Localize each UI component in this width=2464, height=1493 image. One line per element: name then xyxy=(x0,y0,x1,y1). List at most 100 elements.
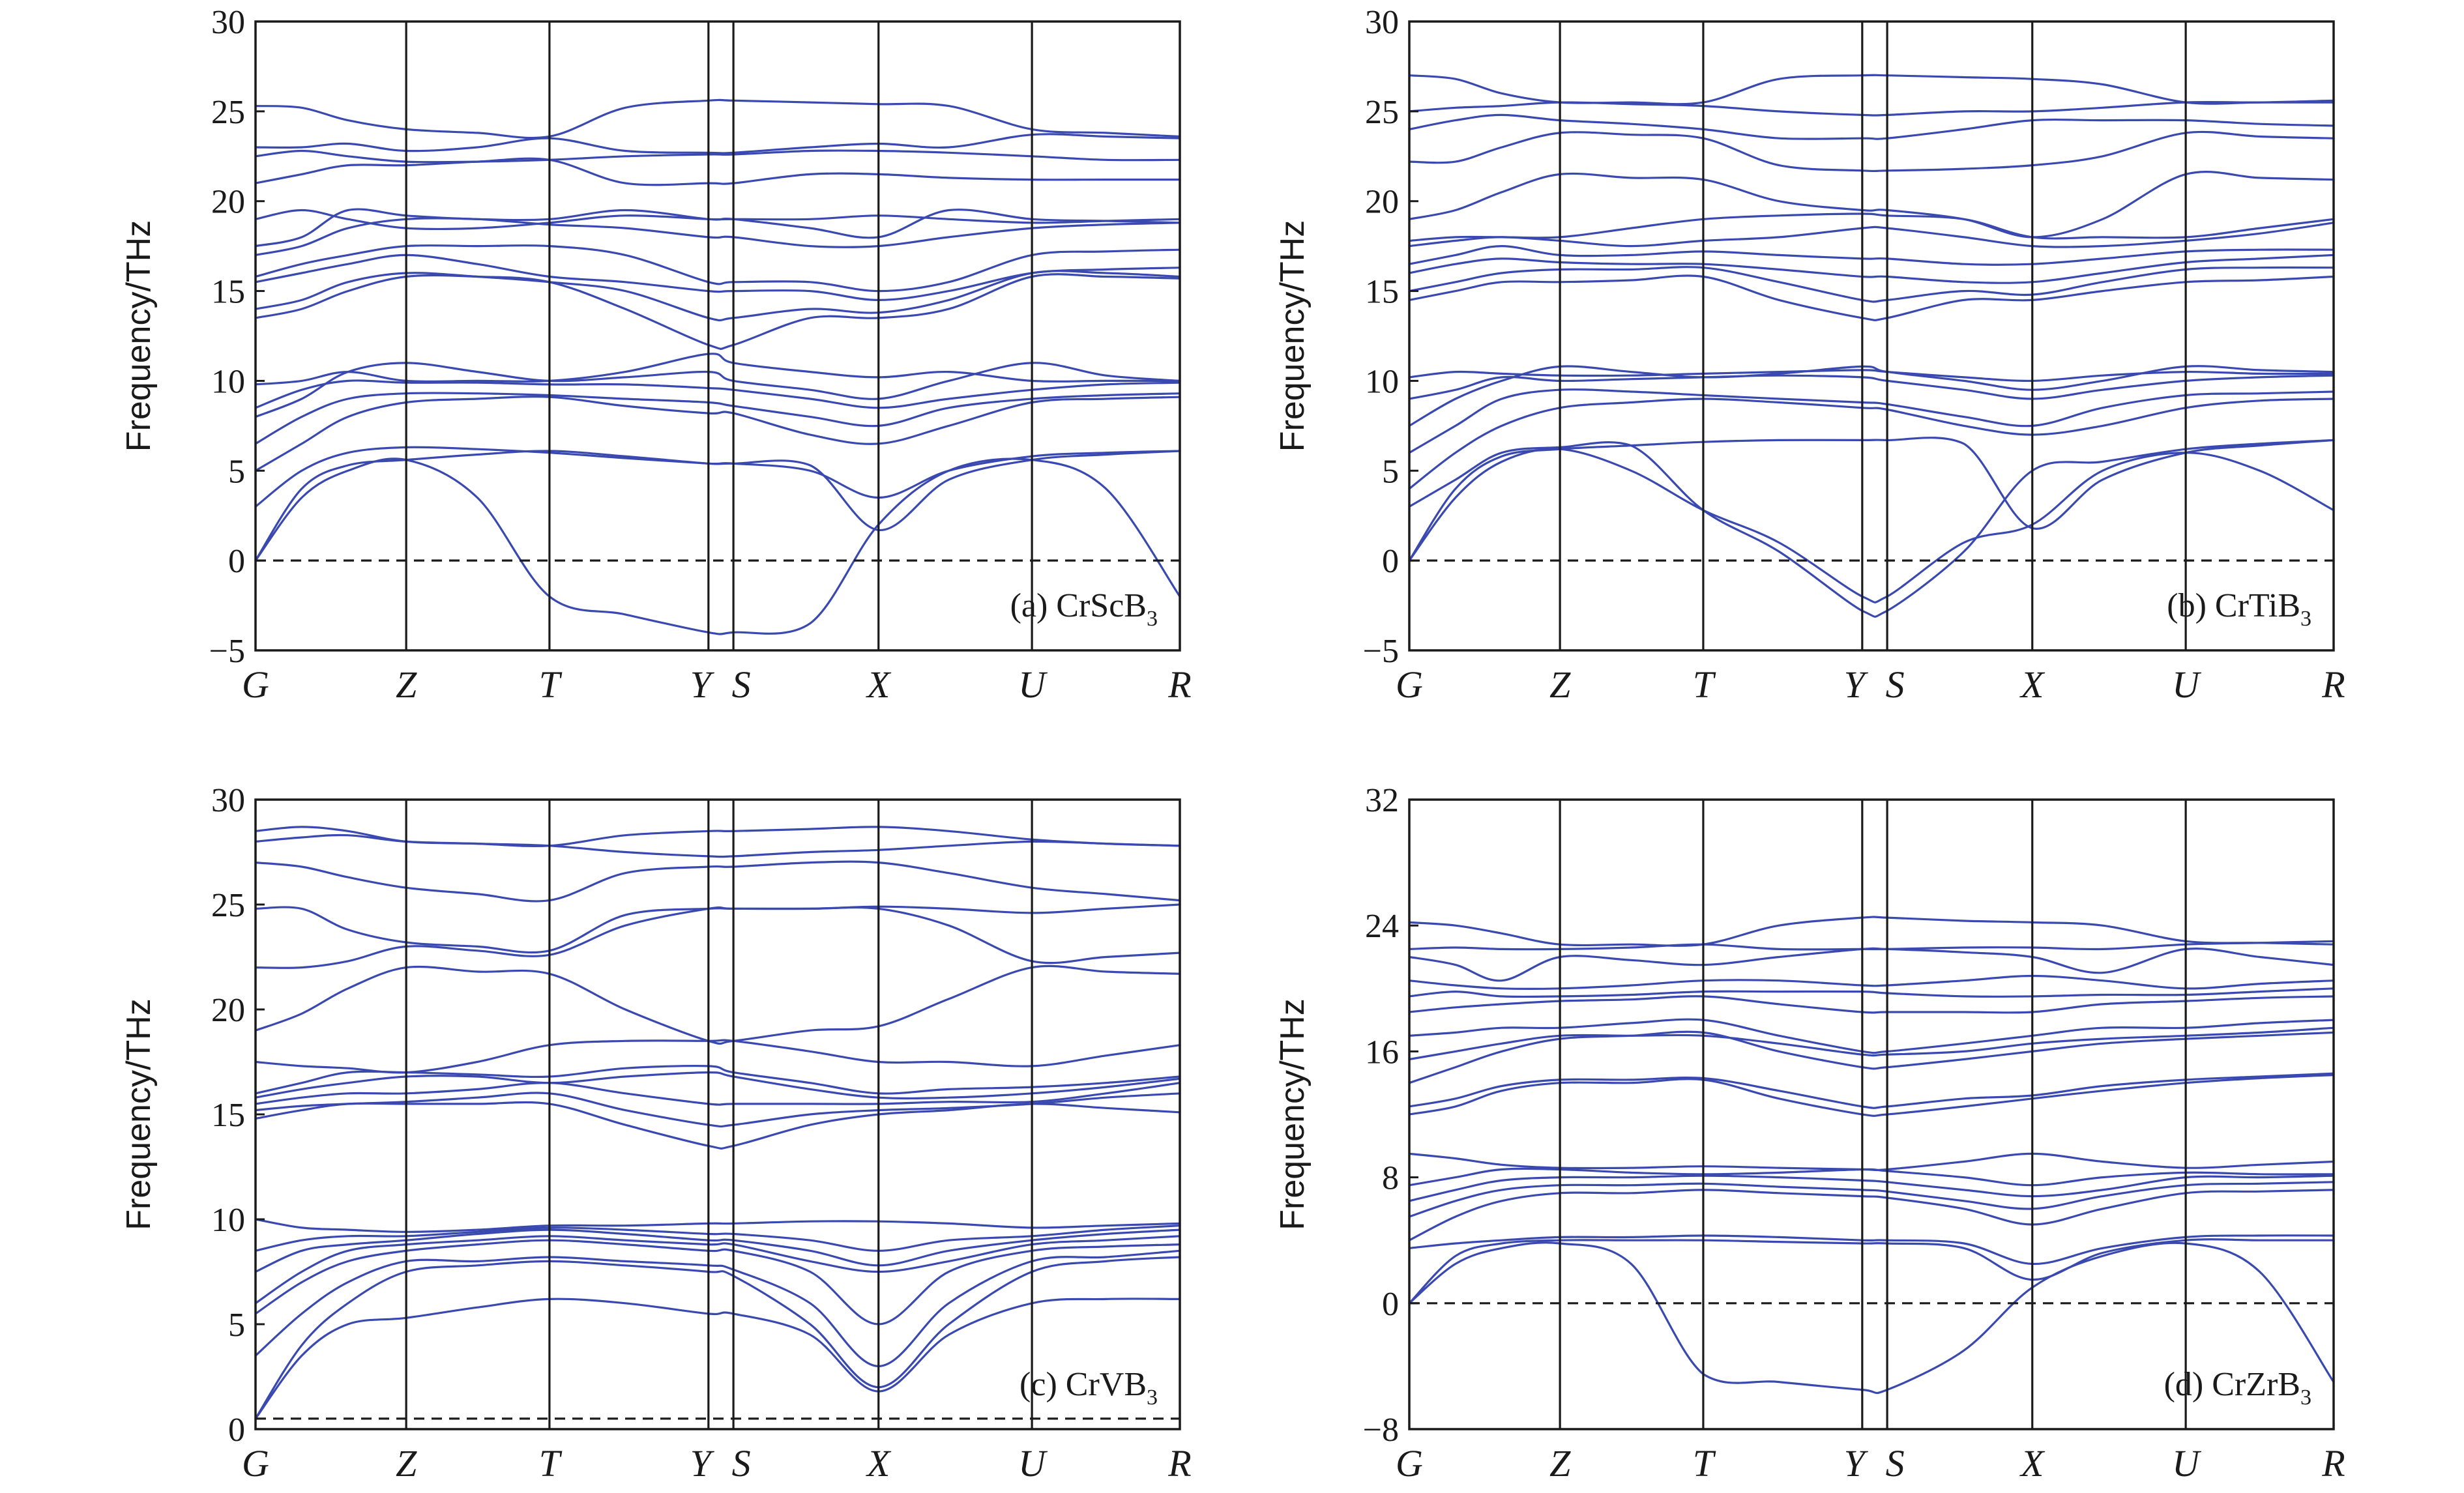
kpoint-label-G: G xyxy=(242,1442,269,1485)
y-tick-label: 5 xyxy=(1382,453,1399,490)
band-4 xyxy=(254,1239,1181,1326)
kpoint-label-Y: Y xyxy=(690,663,715,706)
band-11 xyxy=(1408,254,2335,284)
panel-label-subscript: 3 xyxy=(1147,607,1158,631)
panel-1: −5 0 5 10 15 20 25 30 G Z T Y S X U R Frequency/THz (a) C… xyxy=(120,4,1192,706)
band-10 xyxy=(254,1092,1181,1128)
y-axis-label: Frequency/THz xyxy=(1274,220,1312,452)
kpoint-label-T: T xyxy=(1693,663,1716,706)
y-tick-label: 15 xyxy=(211,274,245,311)
band-4 xyxy=(1408,1189,2335,1241)
y-tick-label: 30 xyxy=(211,782,245,819)
band-12 xyxy=(254,244,1181,293)
kpoint-label-U: U xyxy=(1018,1442,1048,1485)
plot-frame xyxy=(1408,20,2335,652)
kpoint-label-X: X xyxy=(2019,663,2046,706)
kpoint-label-R: R xyxy=(2321,1442,2345,1485)
kpoint-label-G: G xyxy=(1396,663,1423,706)
kpoint-label-U: U xyxy=(2172,663,2202,706)
plot-frame xyxy=(254,20,1181,652)
y-tick-label: 5 xyxy=(228,453,245,490)
kpoint-label-U: U xyxy=(2172,1442,2202,1485)
band-18 xyxy=(254,133,1181,154)
panel-4: −8 0 8 16 24 32 G Z T Y S X U R Frequency/THz (d) CrZrB… xyxy=(1274,782,2345,1485)
band-15 xyxy=(1408,987,2335,998)
y-tick-label: 0 xyxy=(228,543,245,580)
band-6 xyxy=(1408,1174,2335,1202)
band-2 xyxy=(1408,437,2335,562)
kpoint-label-Y: Y xyxy=(1844,1442,1869,1485)
y-tick-label: 20 xyxy=(211,184,245,221)
kpoint-label-Y: Y xyxy=(1844,663,1869,706)
band-7 xyxy=(1408,374,2335,400)
band-19 xyxy=(1408,916,2335,947)
y-tick-label: −8 xyxy=(1363,1412,1399,1449)
y-axis-label: Frequency/THz xyxy=(1274,998,1312,1230)
band-15 xyxy=(254,209,1181,231)
y-axis-label: Frequency/THz xyxy=(120,220,158,452)
band-lines xyxy=(254,98,1181,635)
kpoint-label-Y: Y xyxy=(690,1442,715,1485)
kpoint-label-Z: Z xyxy=(1549,663,1571,706)
panel-label-subscript: 3 xyxy=(2300,1385,2311,1410)
band-14 xyxy=(1408,212,2335,242)
y-tick-label: 20 xyxy=(1365,184,1399,221)
kpoint-label-U: U xyxy=(1018,663,1048,706)
y-tick-label: 0 xyxy=(1382,1286,1399,1323)
band-8 xyxy=(254,1218,1181,1233)
panel-label: (d) CrZrB3 xyxy=(2164,1366,2311,1410)
kpoint-label-T: T xyxy=(539,663,563,706)
band-2 xyxy=(254,1256,1181,1420)
kpoint-label-S: S xyxy=(732,1442,751,1485)
panel-label-subscript: 3 xyxy=(1147,1385,1158,1410)
band-18 xyxy=(1408,940,2335,951)
band-5 xyxy=(1408,1181,2335,1218)
y-tick-label: 30 xyxy=(211,4,245,41)
kpoint-label-X: X xyxy=(866,1442,892,1485)
panel-label-subscript: 3 xyxy=(2300,607,2311,631)
band-16 xyxy=(1408,974,2335,990)
band-10 xyxy=(1408,266,2335,303)
y-tick-label: −5 xyxy=(209,633,245,670)
panel-label: (b) CrTiB3 xyxy=(2167,587,2311,631)
kpoint-label-S: S xyxy=(1886,1442,1905,1485)
y-tick-label: 15 xyxy=(1365,274,1399,311)
y-tick-label: 10 xyxy=(1365,363,1399,400)
kpoint-label-R: R xyxy=(1167,663,1191,706)
band-9 xyxy=(1408,1074,2335,1117)
panel-label: (c) CrVB3 xyxy=(1019,1366,1158,1410)
band-3 xyxy=(1408,1234,2335,1266)
kpoint-label-S: S xyxy=(732,663,751,706)
panel-label: (a) CrScB3 xyxy=(1010,587,1158,631)
band-9 xyxy=(254,273,1181,350)
panel-label-text: (d) CrZrB xyxy=(2164,1366,2300,1403)
panel-2: −5 0 5 10 15 20 25 30 G Z T Y S X U R Frequency/THz (b) C… xyxy=(1274,4,2345,706)
band-3 xyxy=(254,446,1181,508)
kpoint-label-Z: Z xyxy=(1549,1442,1571,1485)
kpoint-label-T: T xyxy=(1693,1442,1716,1485)
y-tick-label: 32 xyxy=(1365,782,1399,819)
y-tick-label: 25 xyxy=(1365,94,1399,131)
band-11 xyxy=(254,254,1181,301)
y-tick-label: 5 xyxy=(228,1307,245,1344)
band-8 xyxy=(254,353,1181,386)
band-6 xyxy=(254,1228,1181,1273)
y-tick-label: 10 xyxy=(211,1202,245,1239)
band-17 xyxy=(1408,113,2335,140)
band-13 xyxy=(1408,1018,2335,1054)
band-1 xyxy=(254,1297,1181,1420)
band-8 xyxy=(1408,1152,2335,1172)
band-20 xyxy=(254,826,1181,848)
band-15 xyxy=(1408,170,2335,239)
band-9 xyxy=(1408,274,2335,321)
kpoint-label-G: G xyxy=(1396,1442,1423,1485)
y-tick-label: 8 xyxy=(1382,1160,1399,1197)
band-12 xyxy=(1408,1026,2335,1061)
kpoint-label-R: R xyxy=(2321,663,2345,706)
band-13 xyxy=(1408,222,2335,248)
kpoint-label-Z: Z xyxy=(396,1442,417,1485)
